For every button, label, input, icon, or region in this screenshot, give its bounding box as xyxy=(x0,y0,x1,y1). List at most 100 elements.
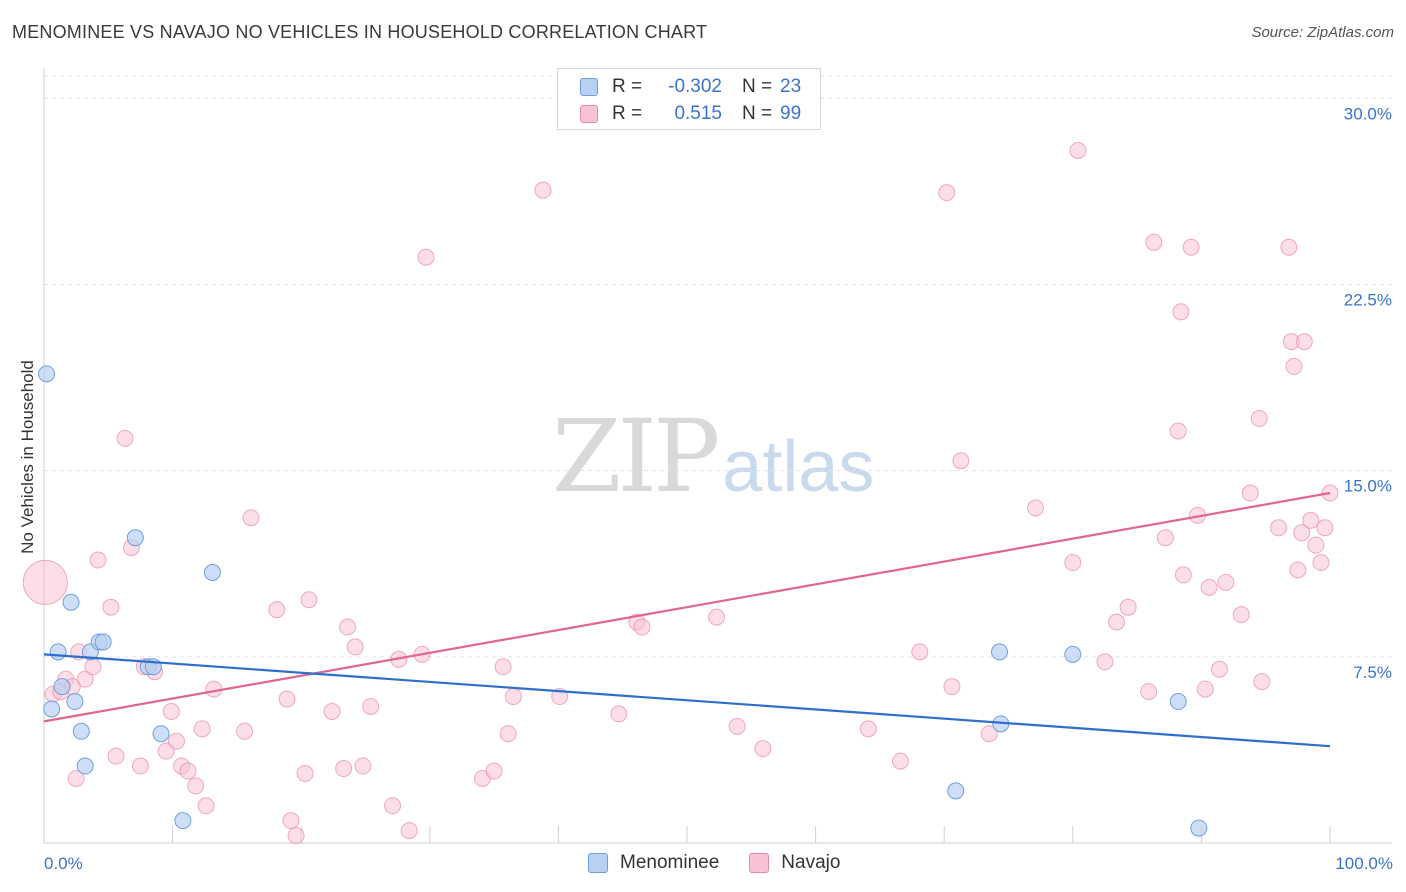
navajo-point xyxy=(1253,673,1271,691)
navajo-point xyxy=(179,762,197,780)
navajo-point xyxy=(1285,357,1303,375)
navajo-point xyxy=(938,184,956,202)
navajo-point xyxy=(1169,422,1187,440)
menominee-point xyxy=(1064,645,1082,663)
y-axis-label: No Vehicles in Household xyxy=(18,360,37,554)
navajo-r-value: 0.515 xyxy=(674,103,722,124)
navajo-point xyxy=(1217,573,1235,591)
chart-title: MENOMINEE VS NAVAJO NO VEHICLES IN HOUSE… xyxy=(12,22,708,42)
navajo-trend-line xyxy=(43,491,1331,723)
x-tick-labels: 0.0% 100.0% xyxy=(44,854,1393,873)
watermark-atlas: atlas xyxy=(722,427,875,507)
legend-item-menominee: Menominee xyxy=(588,852,719,874)
menominee-point xyxy=(38,365,56,383)
navajo-point xyxy=(162,702,180,720)
navajo-point xyxy=(1096,653,1114,671)
menominee-point xyxy=(1169,693,1187,711)
navajo-point xyxy=(157,742,175,760)
x-ticks xyxy=(43,826,1331,843)
navajo-point xyxy=(1289,561,1307,579)
navajo-point xyxy=(1316,519,1334,537)
navajo-point xyxy=(1302,511,1320,529)
navajo-point xyxy=(187,777,205,795)
navajo-point xyxy=(282,812,300,830)
navajo-point xyxy=(1027,499,1045,517)
navajo-point xyxy=(1119,598,1137,616)
watermark: ZIPatlas xyxy=(552,398,874,515)
navajo-point xyxy=(167,732,185,750)
navajo-point xyxy=(1200,578,1218,596)
navajo-point xyxy=(1174,566,1192,584)
menominee-point xyxy=(43,700,61,718)
navajo-point xyxy=(384,797,402,815)
navajo-point xyxy=(1250,410,1268,428)
menominee-point xyxy=(72,722,90,740)
navajo-point xyxy=(1270,519,1288,537)
x-tick-label-min: 0.0% xyxy=(44,854,83,873)
menominee-point xyxy=(203,563,221,581)
menominee-point xyxy=(1190,819,1208,837)
navajo-point xyxy=(911,643,929,661)
series-legend: Menominee Navajo xyxy=(588,852,870,874)
trend-lines xyxy=(43,491,1331,748)
menominee-legend-swatch xyxy=(588,853,608,873)
y-tick-label: 22.5% xyxy=(1344,291,1392,310)
navajo-point xyxy=(610,705,628,723)
menominee-point xyxy=(62,593,80,611)
stats-row-menominee: R = -0.302 N = 23 xyxy=(580,75,801,99)
navajo-swatch xyxy=(580,105,598,123)
menominee-point xyxy=(947,782,965,800)
navajo-point xyxy=(335,760,353,778)
navajo-point xyxy=(400,822,418,840)
navajo-point xyxy=(1210,660,1228,678)
menominee-point xyxy=(66,693,84,711)
menominee-point xyxy=(94,633,112,651)
menominee-point xyxy=(49,643,67,661)
menominee-swatch xyxy=(580,78,598,96)
y-tick-label: 15.0% xyxy=(1344,477,1392,496)
navajo-point xyxy=(754,740,772,758)
menominee-legend-label: Menominee xyxy=(620,852,720,873)
navajo-point xyxy=(354,757,372,775)
navajo-point xyxy=(1280,238,1298,256)
navajo-point xyxy=(708,608,726,626)
navajo-point xyxy=(728,717,746,735)
navajo-point xyxy=(197,797,215,815)
navajo-point xyxy=(633,618,651,636)
source-label: Source: ZipAtlas.com xyxy=(1251,24,1394,41)
navajo-point xyxy=(1293,524,1311,542)
menominee-n-value: 23 xyxy=(780,76,802,97)
navajo-point xyxy=(952,452,970,470)
r-label: R = xyxy=(612,103,643,124)
navajo-point xyxy=(323,702,341,720)
menominee-point xyxy=(76,757,94,775)
navajo-point xyxy=(193,720,211,738)
x-tick-label-max: 100.0% xyxy=(1335,854,1393,873)
axes xyxy=(43,68,1392,844)
navajo-point xyxy=(116,429,134,447)
navajo-point xyxy=(1172,303,1190,321)
navajo-point xyxy=(22,559,68,605)
navajo-point xyxy=(504,688,522,706)
navajo-point xyxy=(485,762,503,780)
navajo-point xyxy=(1182,238,1200,256)
menominee-point xyxy=(152,725,170,743)
navajo-legend-swatch xyxy=(749,853,770,873)
navajo-point xyxy=(494,658,512,676)
navajo-point xyxy=(1232,606,1250,624)
y-tick-label: 30.0% xyxy=(1344,104,1392,123)
navajo-point xyxy=(236,722,254,740)
navajo-point xyxy=(278,690,296,708)
navajo-point xyxy=(89,551,107,569)
navajo-point xyxy=(534,181,552,199)
navajo-point xyxy=(102,598,120,616)
navajo-point xyxy=(84,658,102,676)
y-tick-labels: 7.5% 15.0% 22.5% 30.0% xyxy=(1344,104,1392,681)
legend-item-navajo: Navajo xyxy=(749,852,840,874)
navajo-point xyxy=(1307,536,1325,554)
menominee-point xyxy=(174,812,192,830)
r-label: R = xyxy=(612,76,643,97)
navajo-point xyxy=(1108,613,1126,631)
navajo-point xyxy=(1064,554,1082,572)
